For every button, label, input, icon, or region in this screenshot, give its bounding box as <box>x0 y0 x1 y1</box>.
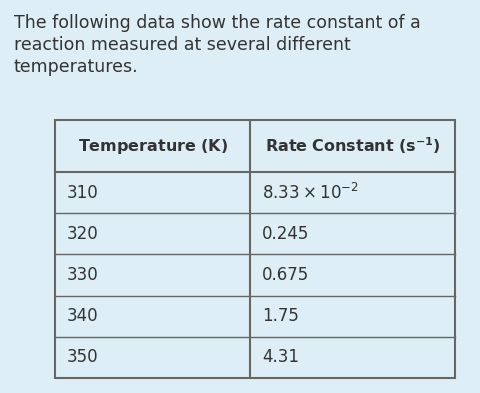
Text: 0.675: 0.675 <box>262 266 309 284</box>
Text: 350: 350 <box>67 349 98 366</box>
Text: $8.33\times10^{-2}$: $8.33\times10^{-2}$ <box>262 183 358 203</box>
Text: 1.75: 1.75 <box>262 307 298 325</box>
Text: 340: 340 <box>67 307 98 325</box>
Text: temperatures.: temperatures. <box>14 58 138 76</box>
Text: The following data show the rate constant of a: The following data show the rate constan… <box>14 14 420 32</box>
Text: reaction measured at several different: reaction measured at several different <box>14 36 350 54</box>
Text: 320: 320 <box>67 225 98 243</box>
Text: 0.245: 0.245 <box>262 225 309 243</box>
Text: $\bf{Rate\ Constant}\ (s^{-1})$: $\bf{Rate\ Constant}\ (s^{-1})$ <box>264 136 439 156</box>
Bar <box>55 120 454 378</box>
Text: 4.31: 4.31 <box>262 349 299 366</box>
Text: $\bf{Temperature\ (K)}$: $\bf{Temperature\ (K)}$ <box>77 136 227 156</box>
Text: 310: 310 <box>67 184 98 202</box>
Text: 330: 330 <box>67 266 98 284</box>
